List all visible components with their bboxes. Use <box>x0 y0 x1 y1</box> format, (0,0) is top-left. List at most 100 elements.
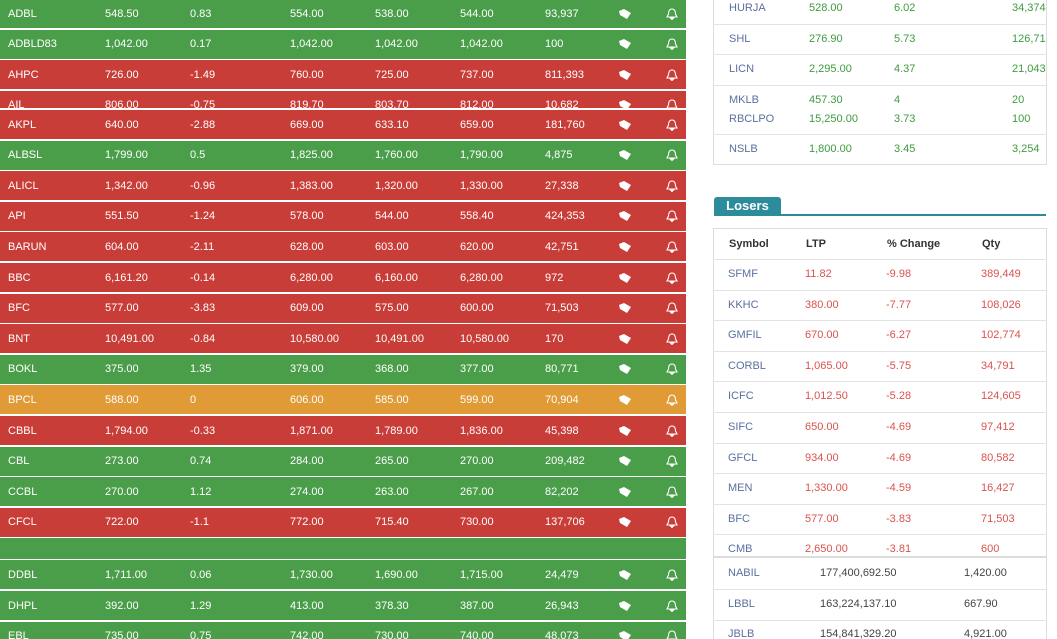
stock-row[interactable]: ADBLD83 1,042.00 0.17 1,042.00 1,042.00 1,042… <box>0 29 686 59</box>
tag-icon[interactable] <box>618 630 632 639</box>
tag-icon[interactable] <box>618 119 632 131</box>
cell: 379.00 <box>290 363 324 376</box>
cell: 0.5 <box>190 149 206 162</box>
tag-icon[interactable] <box>618 425 632 437</box>
stock-row[interactable]: CBL 273.00 0.74 284.00 265.00 270.00 209,482 <box>0 446 686 476</box>
cell: NSLB <box>729 143 758 155</box>
tag-icon[interactable] <box>618 363 632 375</box>
tag-icon[interactable] <box>618 516 632 528</box>
stock-row[interactable]: BARUN 604.00 -2.11 628.00 603.00 620.00 42,751 <box>0 232 686 262</box>
cell: 1,330.00 <box>805 482 848 495</box>
cell: 628.00 <box>290 240 324 253</box>
bell-icon[interactable] <box>665 486 679 498</box>
tag-icon[interactable] <box>618 272 632 284</box>
stock-row[interactable]: CFCL 722.00 -1.1 772.00 715.40 730.00 137,706 <box>0 507 686 537</box>
bell-icon[interactable] <box>665 210 679 223</box>
tag-icon[interactable] <box>618 38 632 50</box>
bell-icon[interactable] <box>665 599 679 612</box>
bell-icon[interactable] <box>665 180 679 192</box>
tag-icon[interactable] <box>618 486 632 498</box>
bell-icon[interactable] <box>665 455 679 468</box>
row-divider <box>714 320 1046 322</box>
cell: CBBL <box>8 424 37 437</box>
stock-row[interactable]: DHPL 392.00 1.29 413.00 378.30 387.00 26,943 <box>0 591 686 620</box>
bell-icon[interactable] <box>665 630 679 639</box>
tag-icon[interactable] <box>618 455 632 467</box>
cell: 806.00 <box>105 99 139 109</box>
header-cell: LTP <box>806 238 826 250</box>
cell: 4,875 <box>545 149 573 162</box>
row-divider <box>714 24 1046 25</box>
cell: 16,427 <box>981 482 1015 495</box>
cell: 4,921.00 <box>964 628 1007 639</box>
bell-shape <box>666 455 678 468</box>
cell: 387.00 <box>460 599 494 612</box>
stock-row[interactable]: BOKL 375.00 1.35 379.00 368.00 377.00 80,771 <box>0 354 686 384</box>
cell: BARUN <box>8 240 47 253</box>
stock-row[interactable]: AIL 806.00 -0.75 819.70 803.70 812.00 10,682 <box>0 90 686 109</box>
cell: 0.75 <box>190 630 212 639</box>
tag-icon[interactable] <box>618 99 632 109</box>
stock-row[interactable]: CBBL 1,794.00 -0.33 1,871.00 1,789.00 1,836.0… <box>0 416 686 445</box>
bell-icon[interactable] <box>665 241 679 253</box>
tag-icon[interactable] <box>618 210 632 222</box>
cell: 1,690.00 <box>375 568 418 581</box>
tag-icon[interactable] <box>618 69 632 81</box>
cell: 812.00 <box>460 99 494 109</box>
bell-icon[interactable] <box>665 118 679 131</box>
bell-icon[interactable] <box>665 7 679 20</box>
tag-icon[interactable] <box>618 569 632 581</box>
stock-row[interactable]: CCBL 270.00 1.12 274.00 263.00 267.00 82,202 <box>0 477 686 507</box>
bell-icon[interactable] <box>665 569 679 581</box>
bell-icon[interactable] <box>665 333 679 345</box>
bell-icon[interactable] <box>665 424 679 437</box>
tab-underline <box>714 214 1046 216</box>
bell-icon[interactable] <box>665 302 679 315</box>
bell-icon[interactable] <box>665 99 679 109</box>
cell: 4 <box>894 94 901 106</box>
tag-icon[interactable] <box>618 149 632 161</box>
tag-icon[interactable] <box>618 241 632 253</box>
bell-icon[interactable] <box>665 516 679 529</box>
tag-icon[interactable] <box>618 302 632 314</box>
tag-icon[interactable] <box>618 600 632 612</box>
tag-icon[interactable] <box>618 8 632 20</box>
stock-row[interactable]: EBL 735.00 0.75 742.00 730.00 740.00 48,073 <box>0 621 686 639</box>
cell: GFCL <box>728 451 758 464</box>
stock-row[interactable]: AHPC 726.00 -1.49 760.00 725.00 737.00 811,393 <box>0 60 686 90</box>
bell-icon[interactable] <box>665 38 679 51</box>
stock-row[interactable]: AKPL 640.00 -2.88 669.00 633.10 659.00 181,760 <box>0 110 686 139</box>
cell: GMFIL <box>728 329 762 342</box>
cell: 740.00 <box>460 630 494 639</box>
bell-icon[interactable] <box>665 394 679 406</box>
cell: 600.00 <box>460 302 494 315</box>
stock-row[interactable]: BFC 577.00 -3.83 609.00 575.00 600.00 71,503 <box>0 293 686 323</box>
cell: 102,774 <box>981 329 1021 342</box>
tag-icon[interactable] <box>618 394 632 406</box>
stock-row[interactable]: BBC 6,161.20 -0.14 6,280.00 6,160.00 6,280.00… <box>0 263 686 292</box>
stock-row[interactable]: API 551.50 -1.24 578.00 544.00 558.40 424,353 <box>0 201 686 231</box>
cell: 20 <box>1012 94 1025 106</box>
tag-icon[interactable] <box>618 180 632 192</box>
stock-row[interactable]: ALBSL 1,799.00 0.5 1,825.00 1,760.00 1,790.00… <box>0 140 686 170</box>
tag-shape <box>619 241 631 252</box>
header-cell: Symbol <box>729 238 769 250</box>
stock-row[interactable]: ADBL 548.50 0.83 554.00 538.00 544.00 93,937 <box>0 0 686 28</box>
stock-row[interactable]: BPCL 588.00 0 606.00 585.00 599.00 70,904 <box>0 385 686 415</box>
stock-row[interactable] <box>0 538 686 559</box>
bell-icon[interactable] <box>665 69 679 81</box>
cell: 1,760.00 <box>375 149 418 162</box>
tag-icon[interactable] <box>618 333 632 345</box>
bell-icon[interactable] <box>665 271 679 284</box>
bell-icon[interactable] <box>665 363 679 376</box>
stock-row[interactable]: ALICL 1,342.00 -0.96 1,383.00 1,320.00 1,330.… <box>0 171 686 201</box>
bell-shape <box>666 302 678 315</box>
bell-shape <box>666 630 678 639</box>
cell: 6,280.00 <box>460 271 503 284</box>
cell: -3.83 <box>190 302 216 315</box>
stock-row[interactable]: BNT 10,491.00 -0.84 10,580.00 10,491.00 10,58… <box>0 324 686 354</box>
losers-tab[interactable]: Losers <box>714 197 781 215</box>
bell-icon[interactable] <box>665 149 679 162</box>
stock-row[interactable]: DDBL 1,711.00 0.06 1,730.00 1,690.00 1,715.00… <box>0 560 686 590</box>
cell: JBLB <box>728 628 755 639</box>
